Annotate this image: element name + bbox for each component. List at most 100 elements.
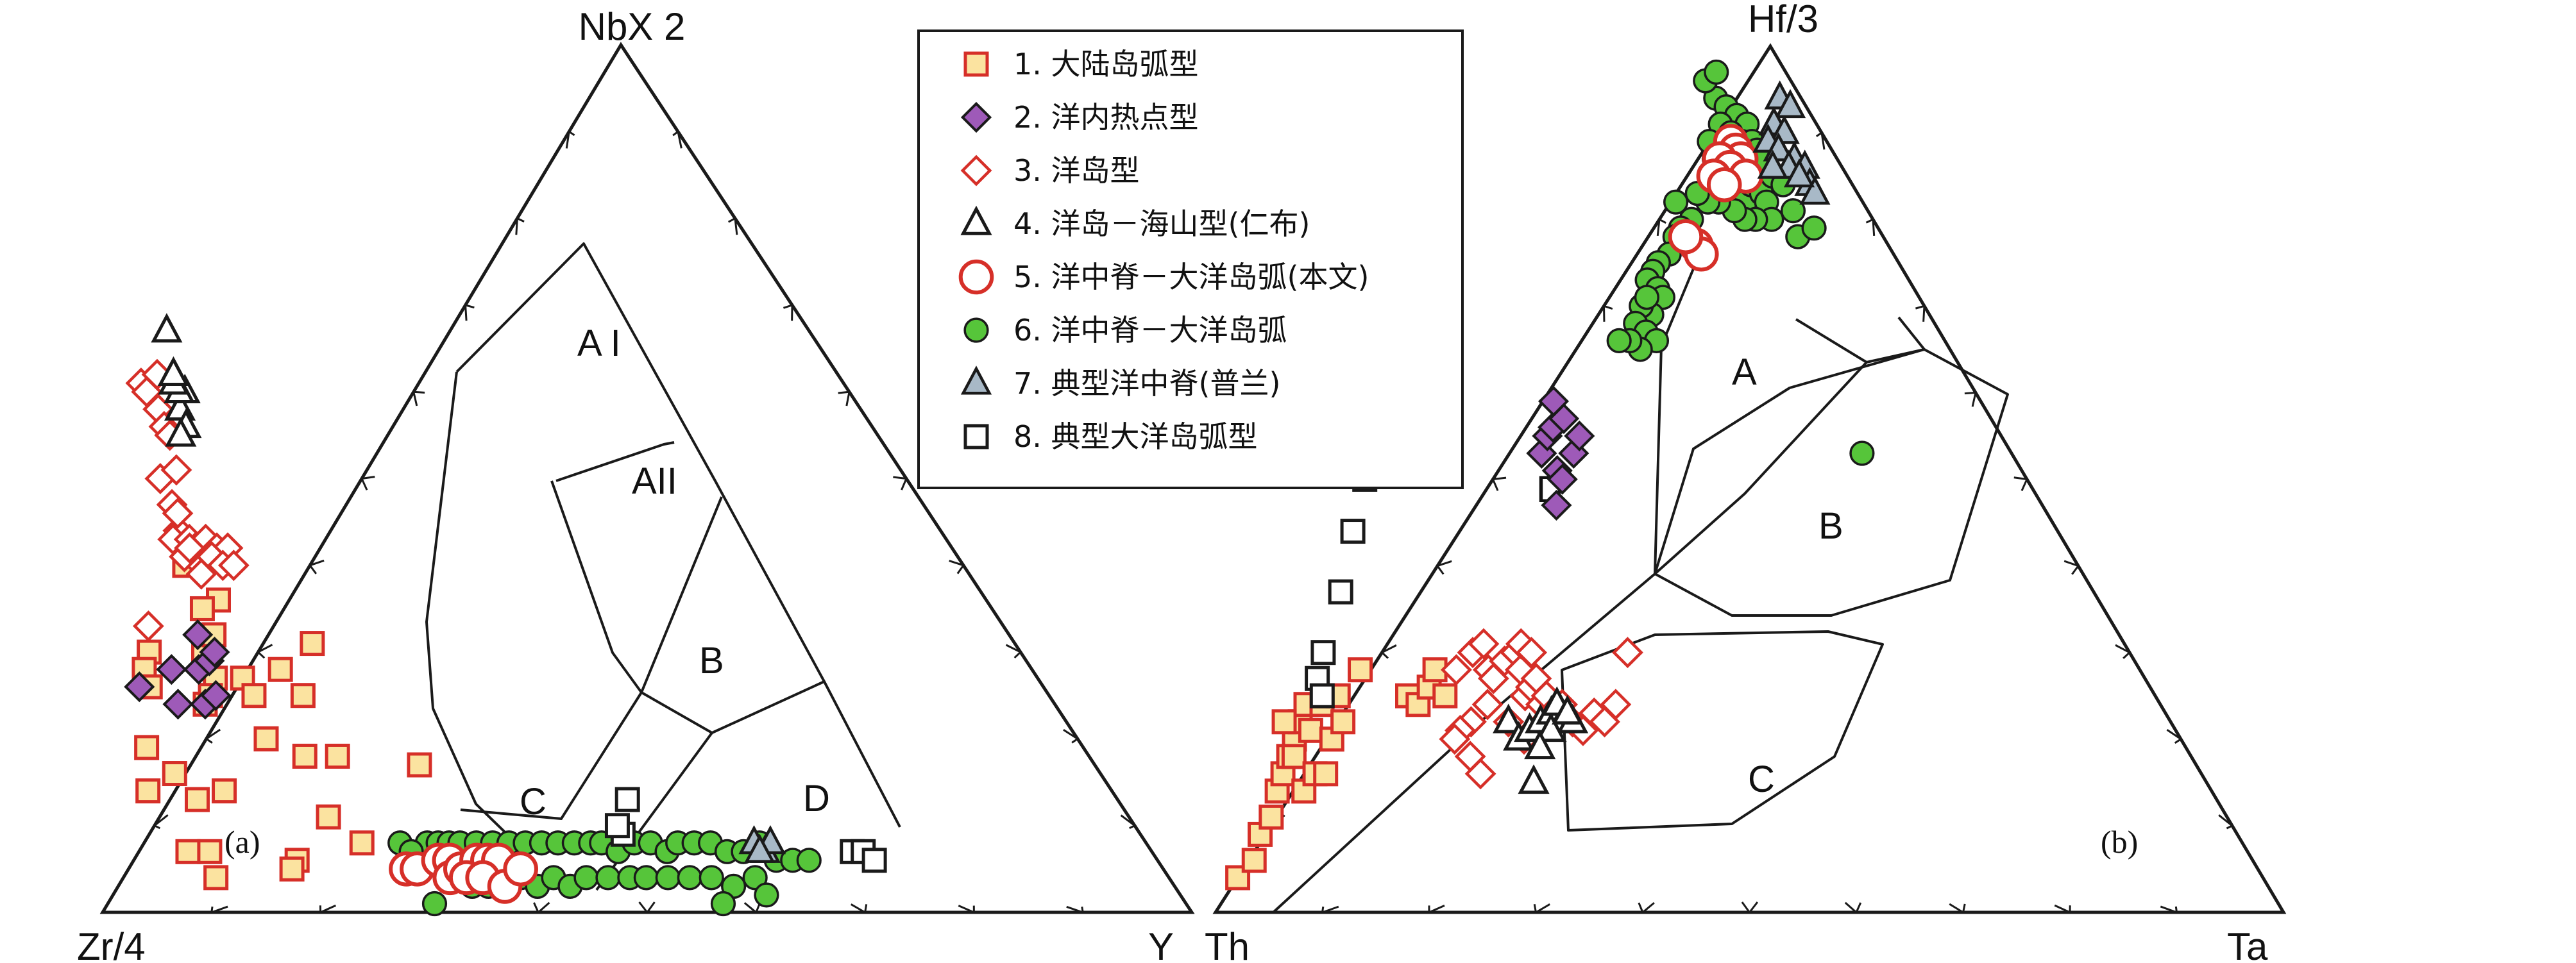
- boundary-field-a-right: [455, 242, 901, 828]
- tick-mark: [1949, 903, 1966, 914]
- legend-items: 1. 大陆岛弧型 2. 洋内热点型 3. 洋岛型 4. 洋岛－海山型(仁布) 5. 洋中…: [958, 47, 1369, 454]
- data-point-sq: [1281, 744, 1307, 769]
- data-point-sq: [316, 804, 341, 830]
- legend-item: 1. 大陆岛弧型: [963, 47, 1199, 81]
- data-point-dia: [1538, 385, 1570, 417]
- tick-mark: [515, 217, 525, 235]
- series-dia: [1526, 385, 1595, 521]
- data-point-sq: [267, 657, 293, 682]
- ternary-panel-b: A B C D Hf/3 Th Ta (b): [1205, 0, 2287, 963]
- data-point-odia: [1612, 637, 1643, 669]
- data-point-odia: [132, 610, 164, 642]
- data-point-tri: [151, 313, 183, 343]
- data-point-sq: [197, 839, 223, 864]
- field-label-b: B: [1818, 505, 1843, 547]
- data-point-sq: [1271, 709, 1297, 735]
- vertex-label-right-b: Ta: [2227, 925, 2268, 963]
- legend-item: 5. 洋中脊－大洋岛弧(本文): [958, 259, 1369, 295]
- series-sq: [131, 553, 432, 891]
- data-point-bsq: [1310, 640, 1336, 666]
- data-point-tri: [1552, 695, 1584, 725]
- data-point-dia: [124, 671, 155, 703]
- data-point-sq: [290, 683, 316, 708]
- tick-mark: [838, 390, 851, 406]
- tick-mark: [1005, 644, 1022, 659]
- tick-mark: [256, 644, 273, 659]
- legend-label: 2. 洋内热点型: [1013, 100, 1199, 135]
- legend-marker-tri: [960, 205, 992, 235]
- data-point-sq: [162, 761, 187, 787]
- legend-marker-gt: [960, 365, 992, 395]
- data-point-sq: [292, 743, 318, 769]
- series-gt: [1752, 80, 1831, 205]
- data-points-b: [1225, 59, 1875, 891]
- legend-item: 2. 洋内热点型: [960, 100, 1199, 135]
- tick-mark: [1656, 217, 1666, 237]
- field-boundaries-a: [425, 242, 901, 891]
- data-point-circ: [1706, 167, 1742, 203]
- tick-mark: [1865, 217, 1876, 236]
- data-point-gt: [1774, 88, 1806, 119]
- series-tri: [1493, 686, 1589, 794]
- data-point-odia: [1464, 758, 1496, 790]
- data-point-sq: [1258, 804, 1284, 830]
- data-point-sq: [325, 743, 350, 769]
- data-point-dia: [156, 654, 187, 685]
- tick-mark: [743, 902, 761, 914]
- series-bsq: [604, 787, 887, 873]
- field-label-d: D: [803, 778, 830, 819]
- data-point-bsq: [1328, 579, 1353, 605]
- data-point-sq: [1330, 709, 1356, 735]
- tick-mark: [2218, 814, 2234, 830]
- data-point-bsq: [1340, 519, 1366, 544]
- data-point-sq: [134, 735, 160, 760]
- tick-mark: [1321, 905, 1339, 914]
- data-point-gc: [710, 891, 736, 917]
- boundary-a-b: [1795, 318, 1868, 364]
- legend-item: 7. 典型洋中脊(普兰): [960, 365, 1280, 401]
- tick-mark: [464, 303, 475, 321]
- tick-mark: [1436, 560, 1452, 575]
- legend-item: 3. 洋岛型: [960, 153, 1140, 188]
- field-label-aii: AII: [632, 460, 677, 502]
- tick-mark: [949, 560, 965, 574]
- data-point-sq: [1241, 848, 1267, 873]
- data-point-odia: [217, 549, 250, 582]
- legend-marker-odia: [960, 155, 992, 187]
- data-point-sq: [349, 830, 375, 856]
- tick-mark: [1815, 131, 1826, 150]
- tick-mark: [638, 901, 656, 914]
- data-point-odia: [1471, 689, 1504, 721]
- boundary-field-b: [1654, 348, 2009, 617]
- data-point-bsq: [614, 787, 640, 812]
- data-point-sq: [189, 596, 215, 621]
- legend-box: [917, 29, 1464, 489]
- data-point-sq: [184, 787, 210, 812]
- data-point-sq: [279, 856, 305, 882]
- series-sq: [1225, 657, 1458, 891]
- tick-mark: [1120, 814, 1137, 830]
- tick-mark: [1380, 644, 1397, 659]
- data-point-odia: [1440, 654, 1472, 686]
- tick-mark: [1844, 901, 1862, 914]
- vertex-label-top-a: NbX 2: [579, 5, 686, 48]
- tick-mark: [210, 905, 228, 914]
- data-point-gc: [677, 865, 702, 891]
- series-gt: [738, 825, 786, 863]
- tick-mark: [319, 904, 337, 914]
- data-point-gt: [744, 833, 775, 863]
- data-point-gc: [1606, 328, 1632, 353]
- data-point-bsq: [604, 813, 630, 839]
- boundary-field-c: [1561, 630, 1884, 832]
- tick-mark: [1638, 901, 1655, 914]
- field-label-a: A: [1732, 351, 1757, 393]
- series-tri: [151, 313, 202, 447]
- series-circ: [1668, 124, 1764, 272]
- tick-mark: [360, 476, 375, 490]
- tick-mark: [533, 901, 550, 914]
- legend-marker-circ: [958, 259, 994, 295]
- data-point-gc: [1801, 215, 1827, 241]
- data-point-gt: [1783, 158, 1815, 188]
- data-point-gc: [742, 865, 768, 891]
- legend-label: 8. 典型大洋岛弧型: [1013, 419, 1258, 454]
